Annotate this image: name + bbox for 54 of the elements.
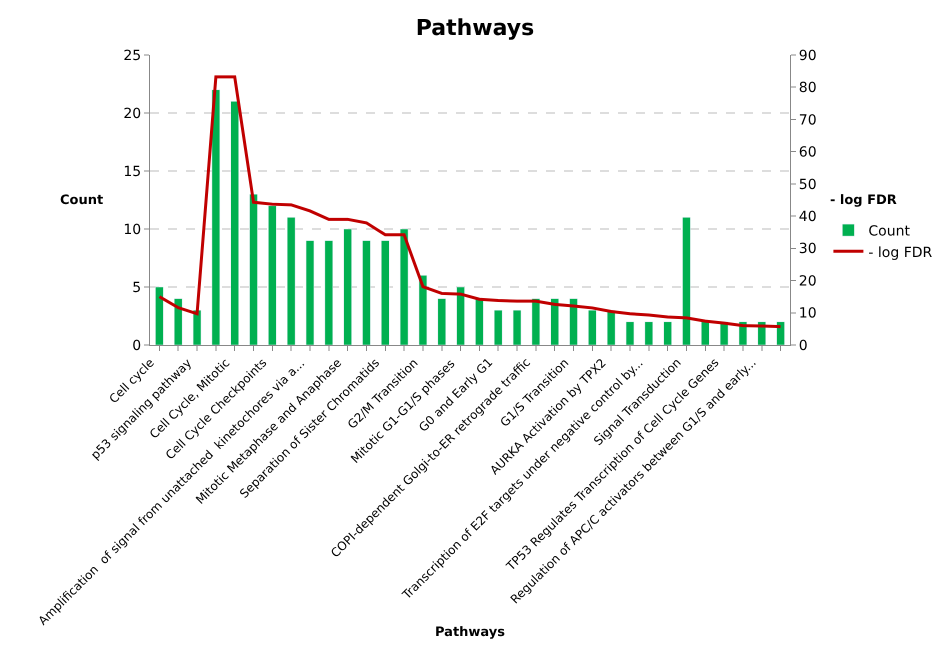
y-tick-label: 5 (132, 280, 142, 296)
y2-tick-label: 80 (798, 80, 817, 96)
y2-tick-label: 30 (798, 241, 817, 258)
y2-tick-label: 60 (798, 144, 817, 161)
bar (400, 228, 408, 345)
bar (212, 90, 220, 345)
y2-tick-label: 50 (798, 176, 817, 193)
y-axis-title: Count (60, 193, 104, 208)
bar (456, 286, 465, 345)
bar (701, 322, 710, 345)
y2-tick-label: 40 (798, 209, 817, 226)
bar (644, 322, 654, 345)
y-tick-label: 10 (123, 222, 142, 238)
bar (174, 298, 182, 345)
y2-tick-label: 90 (798, 48, 817, 64)
bar (588, 310, 597, 345)
y-tick-label: 20 (123, 106, 142, 122)
bar (381, 240, 390, 345)
y-tick-label: 0 (132, 338, 142, 354)
bar (268, 206, 277, 345)
bar (626, 322, 634, 345)
bar (192, 310, 202, 345)
bar (550, 298, 559, 345)
chart-title: Pathways (416, 16, 534, 41)
line-series (158, 75, 782, 328)
bar (362, 240, 371, 345)
bar (512, 310, 522, 345)
bar (286, 217, 296, 345)
y2-axis-title: - log FDR (830, 193, 897, 208)
bar (776, 322, 785, 345)
y2-tick-label: 70 (798, 112, 817, 128)
y-tick-label: 25 (123, 48, 142, 64)
bar (532, 298, 540, 345)
bar (155, 286, 164, 345)
bar (306, 240, 314, 345)
bar (682, 217, 691, 345)
bar (324, 240, 334, 345)
bar (249, 194, 258, 345)
bar (343, 228, 352, 345)
bar (418, 275, 428, 345)
y2-tick-label: 0 (798, 338, 808, 354)
x-axis-title: Pathways (435, 625, 506, 640)
legend-label: Count (868, 224, 910, 240)
bar (663, 322, 672, 345)
bar (475, 298, 484, 345)
bar (230, 101, 239, 345)
bar (494, 310, 502, 345)
y2-tick-label: 20 (798, 273, 817, 290)
bar (606, 310, 616, 345)
bar (569, 298, 578, 345)
y2-tick-label: 10 (798, 306, 817, 322)
y-tick-label: 15 (123, 164, 142, 180)
bar (438, 298, 446, 345)
legend-label: - log FDR (868, 244, 933, 261)
